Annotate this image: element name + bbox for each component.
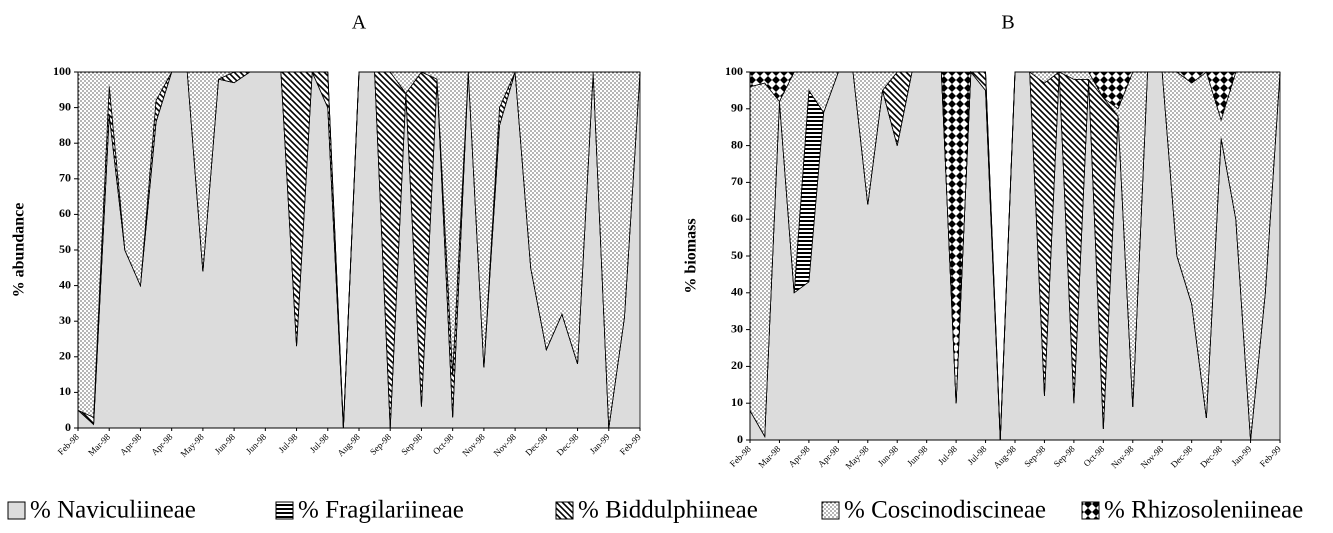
y-tick-label: 80 — [59, 135, 71, 149]
y-tick-label: 40 — [59, 277, 71, 291]
x-tick-label: Jul-98 — [965, 443, 988, 466]
x-tick-label: Jul-98 — [308, 431, 331, 454]
y-tick-label: 100 — [53, 64, 71, 78]
x-tick-label: Jan-99 — [1229, 443, 1253, 467]
legend-label: % Rhizosoleniineae — [1104, 497, 1303, 524]
y-tick-label: 0 — [737, 432, 743, 446]
x-tick-label: Jul-98 — [936, 443, 959, 466]
y-tick-label: 70 — [731, 174, 743, 188]
x-tick-label: Jun-98 — [213, 431, 238, 456]
y-axis-label: % biomass — [683, 218, 700, 293]
x-tick-label: Sep-98 — [1052, 443, 1077, 468]
x-tick-label: Jul-98 — [276, 431, 299, 454]
legend-swatch — [555, 501, 574, 520]
legend-label: % Biddulphiineae — [578, 497, 758, 524]
x-tick-label: Feb-99 — [1258, 443, 1283, 468]
x-tick-label: May-98 — [179, 431, 207, 459]
area-4 — [78, 71, 640, 429]
y-tick-label: 20 — [731, 358, 743, 372]
y-tick-label: 50 — [731, 248, 743, 262]
x-tick-label: May-98 — [843, 443, 871, 471]
area-4 — [749, 71, 1280, 441]
x-tick-label: Jan-99 — [588, 431, 612, 455]
y-tick-label: 10 — [59, 384, 71, 398]
legend-label: % Coscinodiscineae — [844, 497, 1046, 524]
x-tick-label: Dec-98 — [523, 431, 549, 457]
x-tick-label: Aug-98 — [335, 431, 362, 458]
x-tick-label: Jun-98 — [905, 443, 930, 468]
x-tick-label: Dec-98 — [555, 431, 581, 457]
x-tick-label: Jun-98 — [244, 431, 269, 456]
x-tick-label: Apr-98 — [786, 443, 812, 469]
y-tick-label: 70 — [59, 171, 71, 185]
y-tick-label: 0 — [65, 420, 71, 434]
y-tick-label: 90 — [59, 99, 71, 113]
x-tick-label: Mar-98 — [756, 443, 782, 469]
x-tick-label: Jun-98 — [876, 443, 901, 468]
y-tick-label: 40 — [731, 285, 743, 299]
chart-title: B — [1001, 12, 1014, 34]
x-tick-label: Feb-98 — [56, 431, 81, 456]
x-tick-label: Oct-98 — [1081, 443, 1106, 468]
x-tick-label: Oct-98 — [431, 431, 456, 456]
x-tick-label: Feb-98 — [728, 443, 753, 468]
y-tick-label: 50 — [59, 242, 71, 256]
x-tick-label: Sep-98 — [368, 431, 393, 456]
x-tick-label: Mar-98 — [86, 431, 112, 457]
y-tick-label: 10 — [731, 395, 743, 409]
chart-title: A — [352, 12, 367, 34]
legend-label: % Naviculiineae — [30, 497, 196, 524]
x-tick-label: Feb-99 — [618, 431, 643, 456]
x-tick-label: Nov-98 — [460, 431, 487, 458]
y-tick-label: 30 — [731, 321, 743, 335]
y-tick-label: 80 — [731, 137, 743, 151]
x-tick-label: Nov-98 — [1109, 443, 1136, 470]
x-tick-label: Sep-98 — [1022, 443, 1047, 468]
legend-swatch — [821, 501, 840, 520]
x-tick-label: Dec-98 — [1198, 443, 1224, 469]
legend-label: % Fragilariineae — [298, 497, 464, 524]
y-tick-label: 20 — [59, 349, 71, 363]
y-tick-label: 90 — [731, 101, 743, 115]
x-tick-label: Apr-98 — [816, 443, 842, 469]
y-tick-label: 100 — [725, 64, 743, 78]
legend-swatch — [7, 501, 26, 520]
x-tick-label: Nov-98 — [491, 431, 518, 458]
y-tick-label: 30 — [59, 313, 71, 327]
x-tick-label: Dec-98 — [1169, 443, 1195, 469]
y-tick-label: 60 — [731, 211, 743, 225]
y-axis-label: % abundance — [11, 203, 28, 298]
legend-swatch — [275, 501, 294, 520]
x-tick-label: Apr-98 — [118, 431, 144, 457]
x-tick-label: Sep-98 — [399, 431, 424, 456]
x-tick-label: Aug-98 — [991, 443, 1018, 470]
y-tick-label: 60 — [59, 206, 71, 220]
legend-swatch — [1081, 501, 1100, 520]
x-tick-label: Nov-98 — [1139, 443, 1166, 470]
x-tick-label: Apr-98 — [149, 431, 175, 457]
